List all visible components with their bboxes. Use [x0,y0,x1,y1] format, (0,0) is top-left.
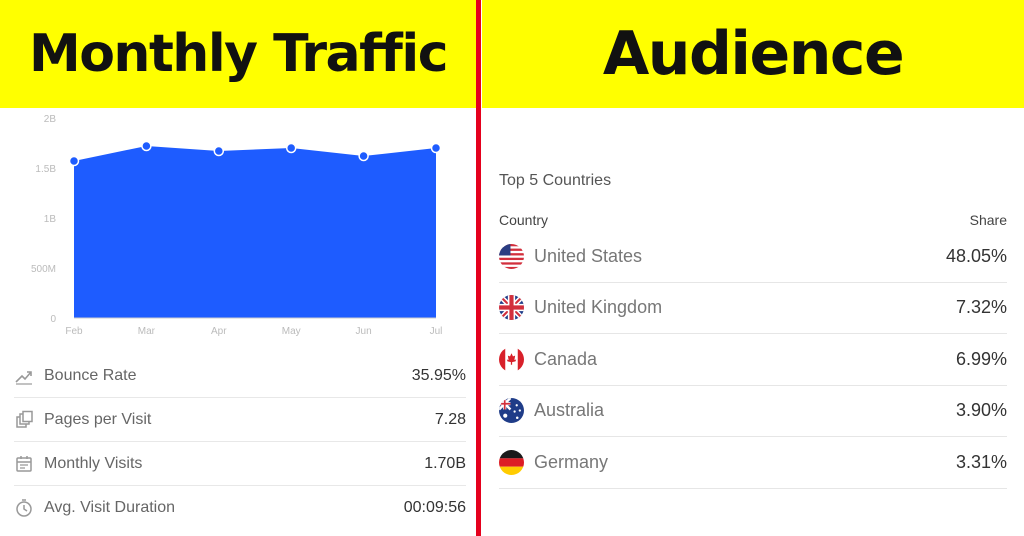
uk-flag-icon [499,295,524,321]
column-share: Share [969,212,1007,228]
x-tick-label: Apr [211,326,227,337]
country-share: 6.99% [955,348,1007,369]
table-row: United States 48.05% [499,231,1007,283]
country-share: 48.05% [945,245,1007,266]
trend-up-icon [14,366,34,386]
x-tick-label: May [282,326,301,337]
metric-bounce-rate: Bounce Rate 35.95% [14,354,466,398]
traffic-chart: 0 500M 1B 1.5B 2B Feb Mar Apr May Jun Jul [0,108,476,348]
country-name: Germany [534,451,609,472]
y-tick-label: 1B [44,214,57,225]
column-country: Country [499,212,549,228]
audience-title: Audience [602,19,905,89]
y-tick-label: 2B [44,114,57,125]
australia-flag-icon [499,398,524,424]
audience-panel: Top 5 Countries Country Share United Sta… [482,108,1024,536]
countries-table-header: Country Share [499,212,1007,228]
data-point[interactable] [358,150,369,162]
y-tick-label: 1.5B [35,164,56,175]
traffic-panel: 0 500M 1B 1.5B 2B Feb Mar Apr May Jun Jul Bounce R… [0,108,476,536]
country-share: 3.31% [955,451,1007,472]
table-row: United Kingdom 7.32% [499,283,1007,334]
traffic-area [74,146,436,318]
pages-icon [14,410,34,430]
germany-flag-icon [499,449,524,475]
x-tick-label: Mar [138,326,156,337]
metric-pages-per-visit: Pages per Visit 7.28 [14,398,466,442]
us-flag-icon [499,243,524,269]
country-name: Australia [534,400,605,421]
metric-label: Monthly Visits [44,454,143,472]
country-name: Canada [534,348,598,369]
calendar-icon [14,454,34,474]
data-point[interactable] [285,142,297,154]
y-tick-label: 0 [50,314,56,325]
countries-table: United States 48.05% United Kingdom 7.32… [499,231,1007,489]
section-title: Top 5 Countries [499,172,612,189]
panel-divider [476,0,481,536]
metric-label: Pages per Visit [44,410,152,428]
clock-icon [14,498,34,518]
data-point[interactable] [141,140,152,152]
audience-banner: Audience [482,0,1024,108]
metric-value: 7.28 [434,410,466,428]
table-row: Australia 3.90% [499,386,1007,437]
traffic-area-chart: 0 500M 1B 1.5B 2B Feb Mar Apr May Jun Jul [31,114,443,337]
x-tick-label: Feb [65,326,83,337]
x-tick-label: Jul [430,326,443,337]
monthly-traffic-banner: Monthly Traffic [0,0,476,108]
metric-value: 1.70B [424,454,466,472]
country-share: 3.90% [955,400,1007,421]
traffic-metrics: Bounce Rate 35.95% Pages per Visit 7.28 … [14,354,466,530]
metric-label: Avg. Visit Duration [44,499,176,516]
monthly-traffic-title: Monthly Traffic [28,24,449,84]
x-tick-label: Jun [356,326,372,337]
metric-label: Bounce Rate [44,366,137,384]
metric-monthly-visits: Monthly Visits 1.70B [14,442,466,486]
data-point[interactable] [430,142,442,154]
country-name: United Kingdom [534,297,663,318]
table-row: Germany 3.31% [499,437,1007,489]
data-point[interactable] [213,145,225,157]
metric-visit-duration: Avg. Visit Duration 00:09:56 [14,486,466,530]
metric-value: 00:09:56 [403,499,466,516]
metric-value: 35.95% [411,366,466,384]
table-row: Canada 6.99% [499,334,1007,386]
canada-flag-icon [499,346,524,372]
country-name: United States [534,245,643,266]
country-share: 7.32% [955,297,1007,318]
data-point[interactable] [68,155,80,167]
y-tick-label: 500M [31,264,56,275]
